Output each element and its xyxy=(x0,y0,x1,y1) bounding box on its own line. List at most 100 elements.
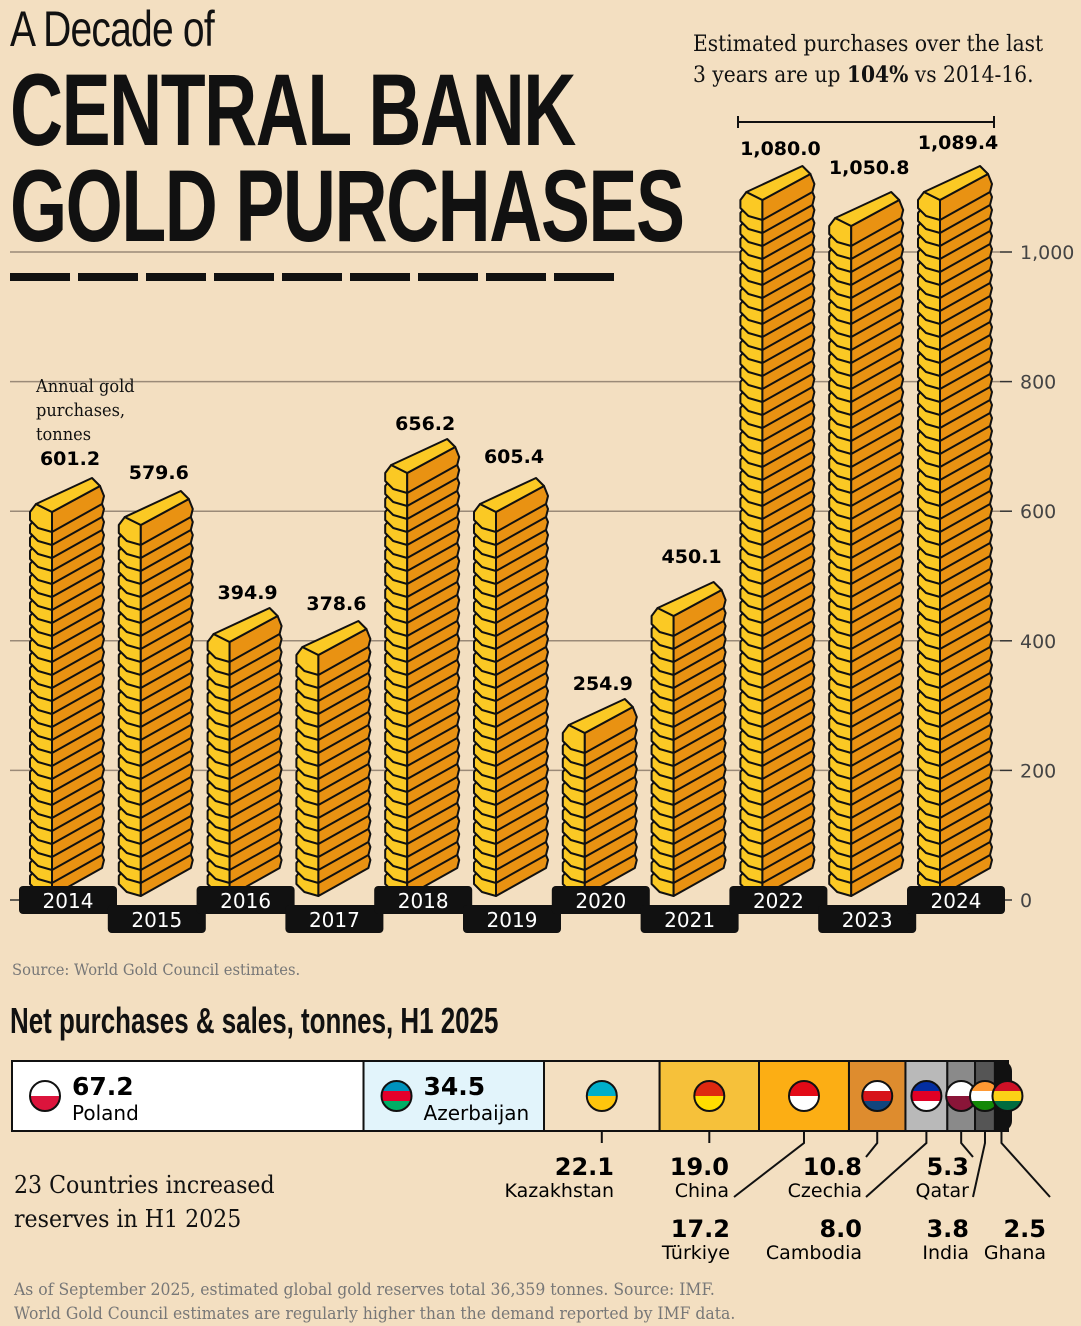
segment-country: India xyxy=(922,1242,969,1264)
flag-border xyxy=(991,1080,1024,1112)
segment-country: Czechia xyxy=(788,1180,862,1202)
bar-2024 xyxy=(917,165,993,897)
year-tag xyxy=(285,905,384,933)
bar-2014 xyxy=(29,477,105,897)
source: Source: World Gold Council estimates. xyxy=(12,960,301,979)
year-tag xyxy=(463,905,561,933)
gold-ingot xyxy=(650,581,727,637)
segment-country: Ghana xyxy=(984,1242,1046,1264)
value-label: 601.2 xyxy=(40,448,100,470)
year-tag xyxy=(640,905,739,933)
title-underline xyxy=(10,273,614,281)
leader-line xyxy=(865,1131,928,1198)
flag-border xyxy=(29,1080,61,1112)
segment-country: China xyxy=(675,1180,729,1202)
y-axis-label: Annual gold purchases, tonnes xyxy=(36,376,135,445)
flag-poland-icon xyxy=(29,1080,61,1112)
section-title: Net purchases & sales, tonnes, H1 2025 xyxy=(10,1000,499,1041)
year-tag xyxy=(729,886,828,914)
segment-value: 8.0 xyxy=(819,1215,862,1243)
ingot-top xyxy=(923,165,989,201)
summary-line-1: 23 Countries increased xyxy=(14,1171,275,1199)
ingot-top xyxy=(123,490,190,526)
gold-ingot xyxy=(117,490,194,546)
leader-line xyxy=(865,1131,879,1158)
ingot-top xyxy=(745,165,812,201)
year-label: 2021 xyxy=(664,908,715,932)
value-label: 378.6 xyxy=(306,593,366,615)
segment-value: 2.5 xyxy=(1003,1215,1046,1243)
flag-stripe xyxy=(694,1081,725,1097)
flag-stripe xyxy=(946,1096,977,1111)
segment-value: 10.8 xyxy=(803,1153,862,1181)
gold-ingot xyxy=(295,620,372,676)
bar-2023 xyxy=(828,191,905,897)
leader-line xyxy=(972,1131,986,1198)
bar-2017 xyxy=(295,620,372,897)
gold-ingot xyxy=(917,165,993,221)
segment-value: 19.0 xyxy=(670,1153,729,1181)
flag-border xyxy=(380,1080,413,1112)
ingot-top xyxy=(35,477,101,513)
flag-stripe xyxy=(992,1081,1023,1092)
flag-stripe xyxy=(30,1081,60,1097)
summary: 23 Countries increased reserves in H1 20… xyxy=(14,1168,275,1236)
segment-poland xyxy=(11,1060,365,1132)
leader-line xyxy=(733,1131,805,1198)
leader-line xyxy=(960,1131,974,1158)
flag-stripe xyxy=(862,1101,893,1111)
year-label: 2015 xyxy=(131,908,182,932)
flag-stripe xyxy=(788,1081,819,1097)
flag-stripe xyxy=(946,1081,977,1097)
value-label: 1,050.8 xyxy=(829,157,910,179)
value-label: 605.4 xyxy=(484,446,544,468)
flag-stripe xyxy=(788,1096,819,1111)
value-label: 579.6 xyxy=(129,462,189,484)
segment-value: 34.5 xyxy=(424,1072,486,1101)
annotation-text: 3 years are up xyxy=(693,63,847,88)
value-label: 1,089.4 xyxy=(918,132,999,154)
bracket xyxy=(737,116,995,128)
footnote: As of September 2025, estimated global g… xyxy=(14,1278,735,1326)
gold-ingot xyxy=(561,698,638,754)
segment-value: 67.2 xyxy=(72,1072,134,1101)
flag-stripe xyxy=(381,1101,412,1111)
bar-2020 xyxy=(561,698,638,897)
bar-2021 xyxy=(650,581,727,897)
segment-country: Azerbaijan xyxy=(424,1101,530,1125)
year-tag xyxy=(107,905,206,933)
flag-stripe xyxy=(862,1091,893,1102)
flag-stripe xyxy=(992,1091,1023,1102)
segment-country: Cambodia xyxy=(766,1242,862,1264)
year-label: 2018 xyxy=(398,889,449,913)
flag-stripe xyxy=(586,1096,617,1111)
y-tick-label: 0 xyxy=(1020,890,1032,912)
gold-ingot xyxy=(29,477,105,533)
flag-stripe xyxy=(30,1096,60,1111)
flag-cambodia-icon xyxy=(910,1080,943,1112)
title-line-1: CENTRAL BANK xyxy=(10,53,576,167)
flag-china-icon xyxy=(693,1080,726,1112)
year-label: 2024 xyxy=(931,889,982,913)
kicker: A Decade of xyxy=(10,1,215,57)
annotation-highlight: 104% xyxy=(846,62,909,88)
gold-ingot xyxy=(828,191,905,247)
ingot-top xyxy=(834,191,901,227)
year-tag xyxy=(551,886,650,914)
ingot-top xyxy=(656,581,723,617)
year-label: 2022 xyxy=(753,889,804,913)
flag-türkiye-icon xyxy=(787,1080,820,1112)
flag-stripe xyxy=(992,1101,1023,1111)
annotation: Estimated purchases over the last 3 year… xyxy=(693,30,1043,91)
segment-value: 3.8 xyxy=(926,1215,969,1243)
ingot-top xyxy=(479,477,545,513)
flag-stripe xyxy=(969,1101,1000,1111)
segment-value: 5.3 xyxy=(926,1153,969,1181)
bar-2018 xyxy=(384,438,461,897)
flag-border xyxy=(787,1080,820,1112)
flag-stripe xyxy=(694,1096,725,1111)
y-tick-label: 600 xyxy=(1020,501,1056,523)
year-label: 2023 xyxy=(842,908,893,932)
segment-country: Qatar xyxy=(915,1180,969,1202)
